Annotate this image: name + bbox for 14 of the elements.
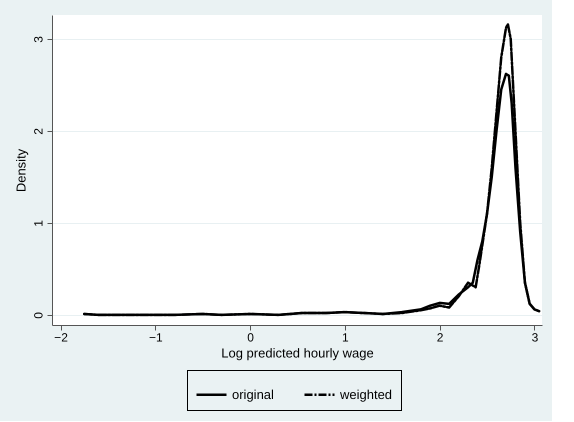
y-tick-label: 0: [32, 312, 46, 319]
y-tick-label: 2: [32, 128, 46, 135]
x-axis-title: Log predicted hourly wage: [221, 346, 374, 360]
x-tick-label: 3: [532, 330, 539, 344]
y-tick-label: 3: [32, 36, 46, 43]
x-tick-label: 2: [436, 330, 444, 344]
x-tick-label: −1: [148, 330, 163, 344]
y-axis-title: Density: [14, 148, 28, 192]
y-tick-label: 1: [32, 220, 46, 227]
x-tick-label: 1: [342, 330, 350, 344]
x-tick-label: 0: [247, 330, 254, 344]
legend-label: weighted: [339, 386, 392, 402]
legend-label: original: [232, 386, 274, 402]
x-tick-label: −2: [54, 330, 68, 344]
